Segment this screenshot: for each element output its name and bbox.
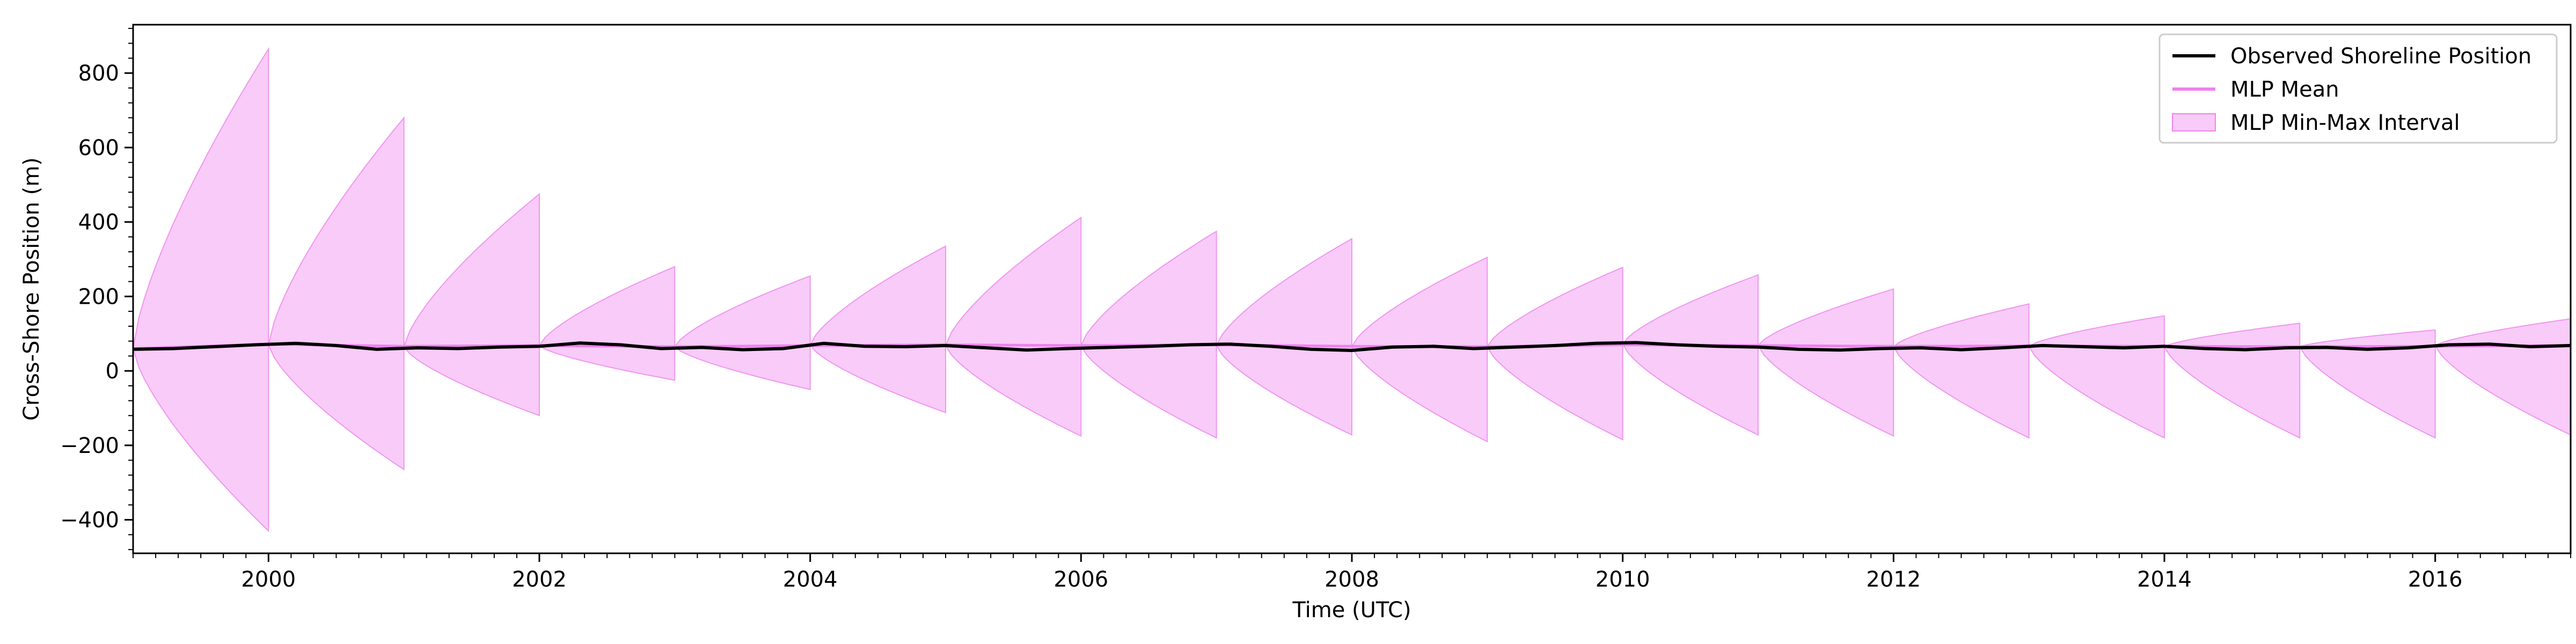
legend-swatch-min-max: [2172, 113, 2216, 131]
legend-label-mlp-mean: MLP Mean: [2230, 77, 2339, 102]
x-tick-label: 2010: [1596, 567, 1650, 592]
x-tick-label: 2014: [2137, 567, 2192, 592]
y-tick-label: −400: [60, 508, 119, 533]
min-max-band-segment-5: [809, 245, 946, 414]
min-max-band-segment-10: [1487, 266, 1623, 441]
y-axis-label: Cross-Shore Position (m): [19, 157, 44, 421]
min-max-band-segment-13: [1892, 303, 2030, 439]
x-axis-label: Time (UTC): [1292, 598, 1411, 623]
min-max-band-segment-16: [2299, 329, 2436, 439]
observed-shoreline-line: [133, 341, 2571, 352]
min-max-band-segment-14: [2028, 315, 2165, 439]
min-max-band-segment-7: [1080, 230, 1217, 439]
x-tick-label: 2008: [1324, 567, 1379, 592]
min-max-band-segment-6: [945, 216, 1082, 437]
y-tick-label: 400: [78, 210, 119, 235]
series-lines: [133, 341, 2571, 352]
x-tick-label: 2000: [241, 567, 296, 592]
min-max-band-segment-3: [538, 266, 676, 381]
min-max-band-segment-17: [2434, 318, 2571, 436]
min-max-band-segment-1: [268, 116, 405, 471]
min-max-band-segment-2: [403, 193, 540, 416]
x-tick-label: 2002: [512, 567, 567, 592]
min-max-band-segment-4: [674, 275, 811, 391]
y-tick-label: 600: [78, 136, 119, 160]
x-tick-label: 2006: [1053, 567, 1108, 592]
min-max-band-segment-8: [1216, 238, 1352, 436]
min-max-band-segment-0: [133, 47, 269, 532]
x-tick-label: 2004: [783, 567, 838, 592]
min-max-band-segment-11: [1622, 274, 1759, 436]
legend-label-observed: Observed Shoreline Position: [2230, 44, 2531, 69]
min-max-interval-bands: [133, 47, 2571, 532]
min-max-band-segment-12: [1757, 288, 1894, 437]
x-axis: 2000 2002 2004 2006 2008 2010 2012 2014 2016: [133, 553, 2571, 592]
y-tick-label: 200: [78, 284, 119, 309]
y-tick-label: 0: [106, 359, 119, 384]
x-tick-label: 2012: [1866, 567, 1921, 592]
y-axis: −400 −200 0 200 400 600 800: [60, 27, 133, 551]
x-tick-label: 2016: [2408, 567, 2463, 592]
legend-box: [2158, 33, 2558, 144]
y-tick-label: 800: [78, 61, 119, 86]
legend: Observed Shoreline Position MLP Mean MLP…: [2158, 33, 2558, 144]
min-max-band-segment-15: [2163, 323, 2301, 439]
legend-label-min-max: MLP Min-Max Interval: [2230, 111, 2460, 135]
y-tick-label: −200: [60, 434, 119, 458]
